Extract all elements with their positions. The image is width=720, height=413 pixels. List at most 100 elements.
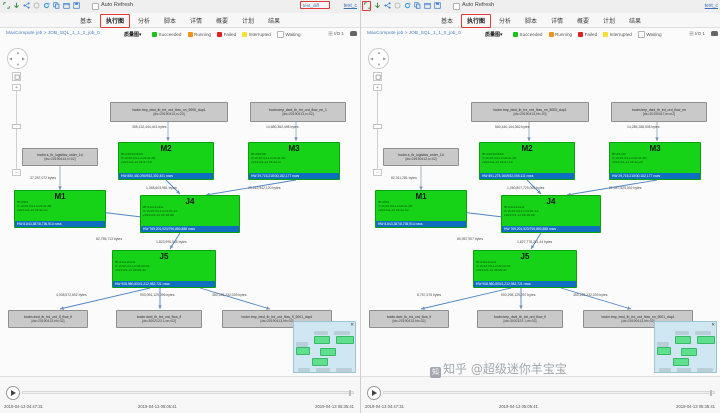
save-icon[interactable] xyxy=(434,2,441,10)
text-compare-link[interactable]: text_c xyxy=(704,2,718,9)
expand-icon[interactable] xyxy=(364,2,371,10)
stage-node-details: ⊞ 0/3000/3000 ⊙ 2019-04-13 04:41:46 2019-… xyxy=(119,153,213,165)
calendar-icon[interactable] xyxy=(63,2,70,10)
import-icon[interactable] xyxy=(13,2,20,10)
source-node-2[interactable]: bodm.s_tb_logistics_order_1d [ds=20190413… xyxy=(22,148,98,166)
tab-7[interactable]: 结果 xyxy=(261,14,287,27)
source-node-1[interactable]: bodm.tmp_dwd_tb_trd_ord_flow_nn_1 [ds=201… xyxy=(250,102,346,122)
stage-node-M1[interactable]: M1 ⊞ 0/5/5 ⊙ 2019-04-13 04:41:46 2019-04-1… xyxy=(375,190,467,228)
save-icon[interactable] xyxy=(73,2,80,10)
timeline-knob[interactable] xyxy=(349,390,351,396)
source-node-0[interactable]: bodm.tmp_dwd_tb_trd_ord_flow_nn_9000_dup… xyxy=(110,102,228,122)
tab-6[interactable]: 计划 xyxy=(596,14,622,27)
play-button[interactable] xyxy=(367,386,381,400)
watermark: 知知乎 @超级迷你羊宝宝 xyxy=(430,360,567,378)
zoom-slider[interactable]: + − xyxy=(12,84,21,176)
copy-icon[interactable] xyxy=(414,2,421,10)
sink-node-0[interactable]: bodm.dwd_tb_trd_ord_flow_fi [ds=20190413,… xyxy=(369,310,449,328)
edge-label-mid-6: 350,228,232,039 bytes xyxy=(212,293,247,297)
graph-canvas[interactable]: ▲ ▼ ◀ ▶ + − bodm.tmp_dwd_tb_trd_ord_flow_nn_90… xyxy=(0,40,360,377)
sink-node-partition: [ds=3002123 1,m=02] xyxy=(503,319,537,323)
cloud-icon xyxy=(350,30,357,36)
pan-compass-icon[interactable]: ▲ ▼ ◀ ▶ xyxy=(368,48,389,69)
sink-node-0[interactable]: bodm.dwd_tb_trd_ord_fl_flow_fi [ds=201904… xyxy=(8,310,88,328)
text-diff-badge[interactable]: text_diff xyxy=(300,1,330,9)
timeline-track[interactable] xyxy=(22,390,354,396)
stage-node-M3[interactable]: M3 ⊞ 0/57/57 ⊙ 2019-04-13 04:41:46 2019-04… xyxy=(609,142,701,180)
source-node-2[interactable]: bodm.s_tb_logistics_order_1d [ds=20190413… xyxy=(383,148,459,166)
stop-icon[interactable] xyxy=(33,2,40,10)
tab-5[interactable]: 概要 xyxy=(570,14,596,27)
stage-node-M3[interactable]: M3 ⊞ 0/56/56 ⊙ 2019-04-13 04:41:46 2019-04… xyxy=(248,142,340,180)
tab-4[interactable]: 详情 xyxy=(183,14,209,27)
source-node-0[interactable]: bodm.tmp_dwd_tb_trd_ord_flow_nn_5000_dup… xyxy=(471,102,589,122)
stage-node-detail-line: 2019-04-13 05:06:30 xyxy=(476,268,507,272)
minimap[interactable]: ✕ xyxy=(654,321,717,373)
zoom-out-button[interactable]: − xyxy=(12,169,21,176)
sink-node-1[interactable]: bodm.tmp_dwd_tb_trd_ord_flow_fi [ds=30021… xyxy=(477,310,563,328)
minimap[interactable]: ✕ xyxy=(293,321,356,373)
view-select[interactable]: 质量图▾ xyxy=(485,31,503,38)
pan-compass-icon[interactable]: ▲ ▼ ◀ ▶ xyxy=(7,48,28,69)
stage-node-J5[interactable]: J5 ⊞ 0/1111/1111 ⊙ 2019-04-13 05:00:33 201… xyxy=(473,250,577,288)
tab-0[interactable]: 基本 xyxy=(434,14,460,27)
tab-3[interactable]: 脚本 xyxy=(518,14,544,27)
calendar-icon[interactable] xyxy=(424,2,431,10)
text-compare-link[interactable]: text_c xyxy=(343,2,357,9)
tab-3[interactable]: 脚本 xyxy=(157,14,183,27)
stage-node-M1[interactable]: M1 ⊞ 0/5/5 ⊙ 2019-04-13 04:41:46 2019-04-1… xyxy=(14,190,106,228)
edge-label-mid-2: 80,957,907 bytes xyxy=(457,237,484,241)
stage-node-J4[interactable]: J4 ⊞ 0/1111/1111 ⊙ 2019-04-13 04:51:13 201… xyxy=(140,195,240,233)
zoom-out-button[interactable]: − xyxy=(373,169,382,176)
breadcrumb[interactable]: MaxCompute job > JOB_SQL_1_1_2_job_0 xyxy=(6,31,100,36)
play-button[interactable] xyxy=(6,386,20,400)
share-icon[interactable] xyxy=(384,2,391,10)
edge-label-mid-4: 4,008,572,692 bytes xyxy=(56,293,87,297)
stage-node-J4[interactable]: J4 ⊞ 0/1111/1111 ⊙ 2019-04-13 04:51:13 201… xyxy=(501,195,601,233)
stop-icon[interactable] xyxy=(394,2,401,10)
edge-label: 14,285,288,508 bytes xyxy=(627,125,660,129)
zoom-thumb[interactable] xyxy=(12,124,21,129)
zoom-in-button[interactable]: + xyxy=(12,84,21,91)
timeline-track[interactable] xyxy=(383,390,715,396)
auto-refresh-checkbox[interactable] xyxy=(453,3,460,10)
graph-canvas[interactable]: ▲ ▼ ◀ ▶ + − bodm.tmp_dwd_tb_trd_ord_flow_nn_50… xyxy=(361,40,720,377)
zoom-thumb[interactable] xyxy=(373,124,382,129)
copy-icon[interactable] xyxy=(53,2,60,10)
refresh-icon[interactable] xyxy=(404,2,411,10)
timeline-knob[interactable] xyxy=(710,390,712,396)
expand-icon[interactable] xyxy=(3,2,10,10)
tab-1[interactable]: 执行图 xyxy=(99,13,131,28)
sink-node-1[interactable]: bodm.dwd_tb_trd_ord_flow_fi [ds=3002123 1… xyxy=(116,310,202,328)
minimap-node-2 xyxy=(296,342,308,347)
view-select[interactable]: 质量图▾ xyxy=(124,31,142,38)
tab-2[interactable]: 分析 xyxy=(492,14,518,27)
legend-swatch xyxy=(276,30,284,38)
tab-5[interactable]: 概要 xyxy=(209,14,235,27)
stage-node-M2[interactable]: M2 ⊞ 0/3000/3000 ⊙ 2019-04-13 04:41:46 201… xyxy=(118,142,214,180)
zoom-in-button[interactable]: + xyxy=(373,84,382,91)
tab-1[interactable]: 执行图 xyxy=(460,13,492,28)
tab-2[interactable]: 分析 xyxy=(131,14,157,27)
refresh-icon[interactable] xyxy=(43,2,50,10)
close-icon[interactable]: ✕ xyxy=(711,322,715,327)
legend-swatch xyxy=(187,31,193,37)
zoom-slider[interactable]: + − xyxy=(373,84,382,176)
share-icon[interactable] xyxy=(23,2,30,10)
stage-node-detail-line: ⊞ 0/3000/3000 xyxy=(482,153,505,156)
auto-refresh-checkbox[interactable] xyxy=(92,3,99,10)
stage-node-M2[interactable]: M2 ⊞ 0/3000/3000 ⊙ 2019-04-13 04:41:46 201… xyxy=(479,142,575,180)
compass-arrow-3: ▶ xyxy=(22,56,26,61)
sink-node-partition: [ds=20190413,hh=02] xyxy=(260,319,294,323)
fit-to-screen-button[interactable] xyxy=(12,72,21,81)
fit-to-screen-button[interactable] xyxy=(373,72,382,81)
import-icon[interactable] xyxy=(374,2,381,10)
tab-4[interactable]: 详情 xyxy=(544,14,570,27)
tab-6[interactable]: 计划 xyxy=(235,14,261,27)
tab-7[interactable]: 结果 xyxy=(622,14,648,27)
source-node-1[interactable]: bodm.tmp_dwd_tb_trd_ord_flow_nn [ds=20190… xyxy=(611,102,707,122)
close-icon[interactable]: ✕ xyxy=(350,322,354,327)
stage-node-J5[interactable]: J5 ⊞ 0/1111/1111 ⊙ 2019-04-13 05:00:33 201… xyxy=(112,250,216,288)
breadcrumb[interactable]: MaxCompute job > JOB_SQL_1_1_0_job_0 xyxy=(367,31,461,36)
tab-0[interactable]: 基本 xyxy=(73,14,99,27)
